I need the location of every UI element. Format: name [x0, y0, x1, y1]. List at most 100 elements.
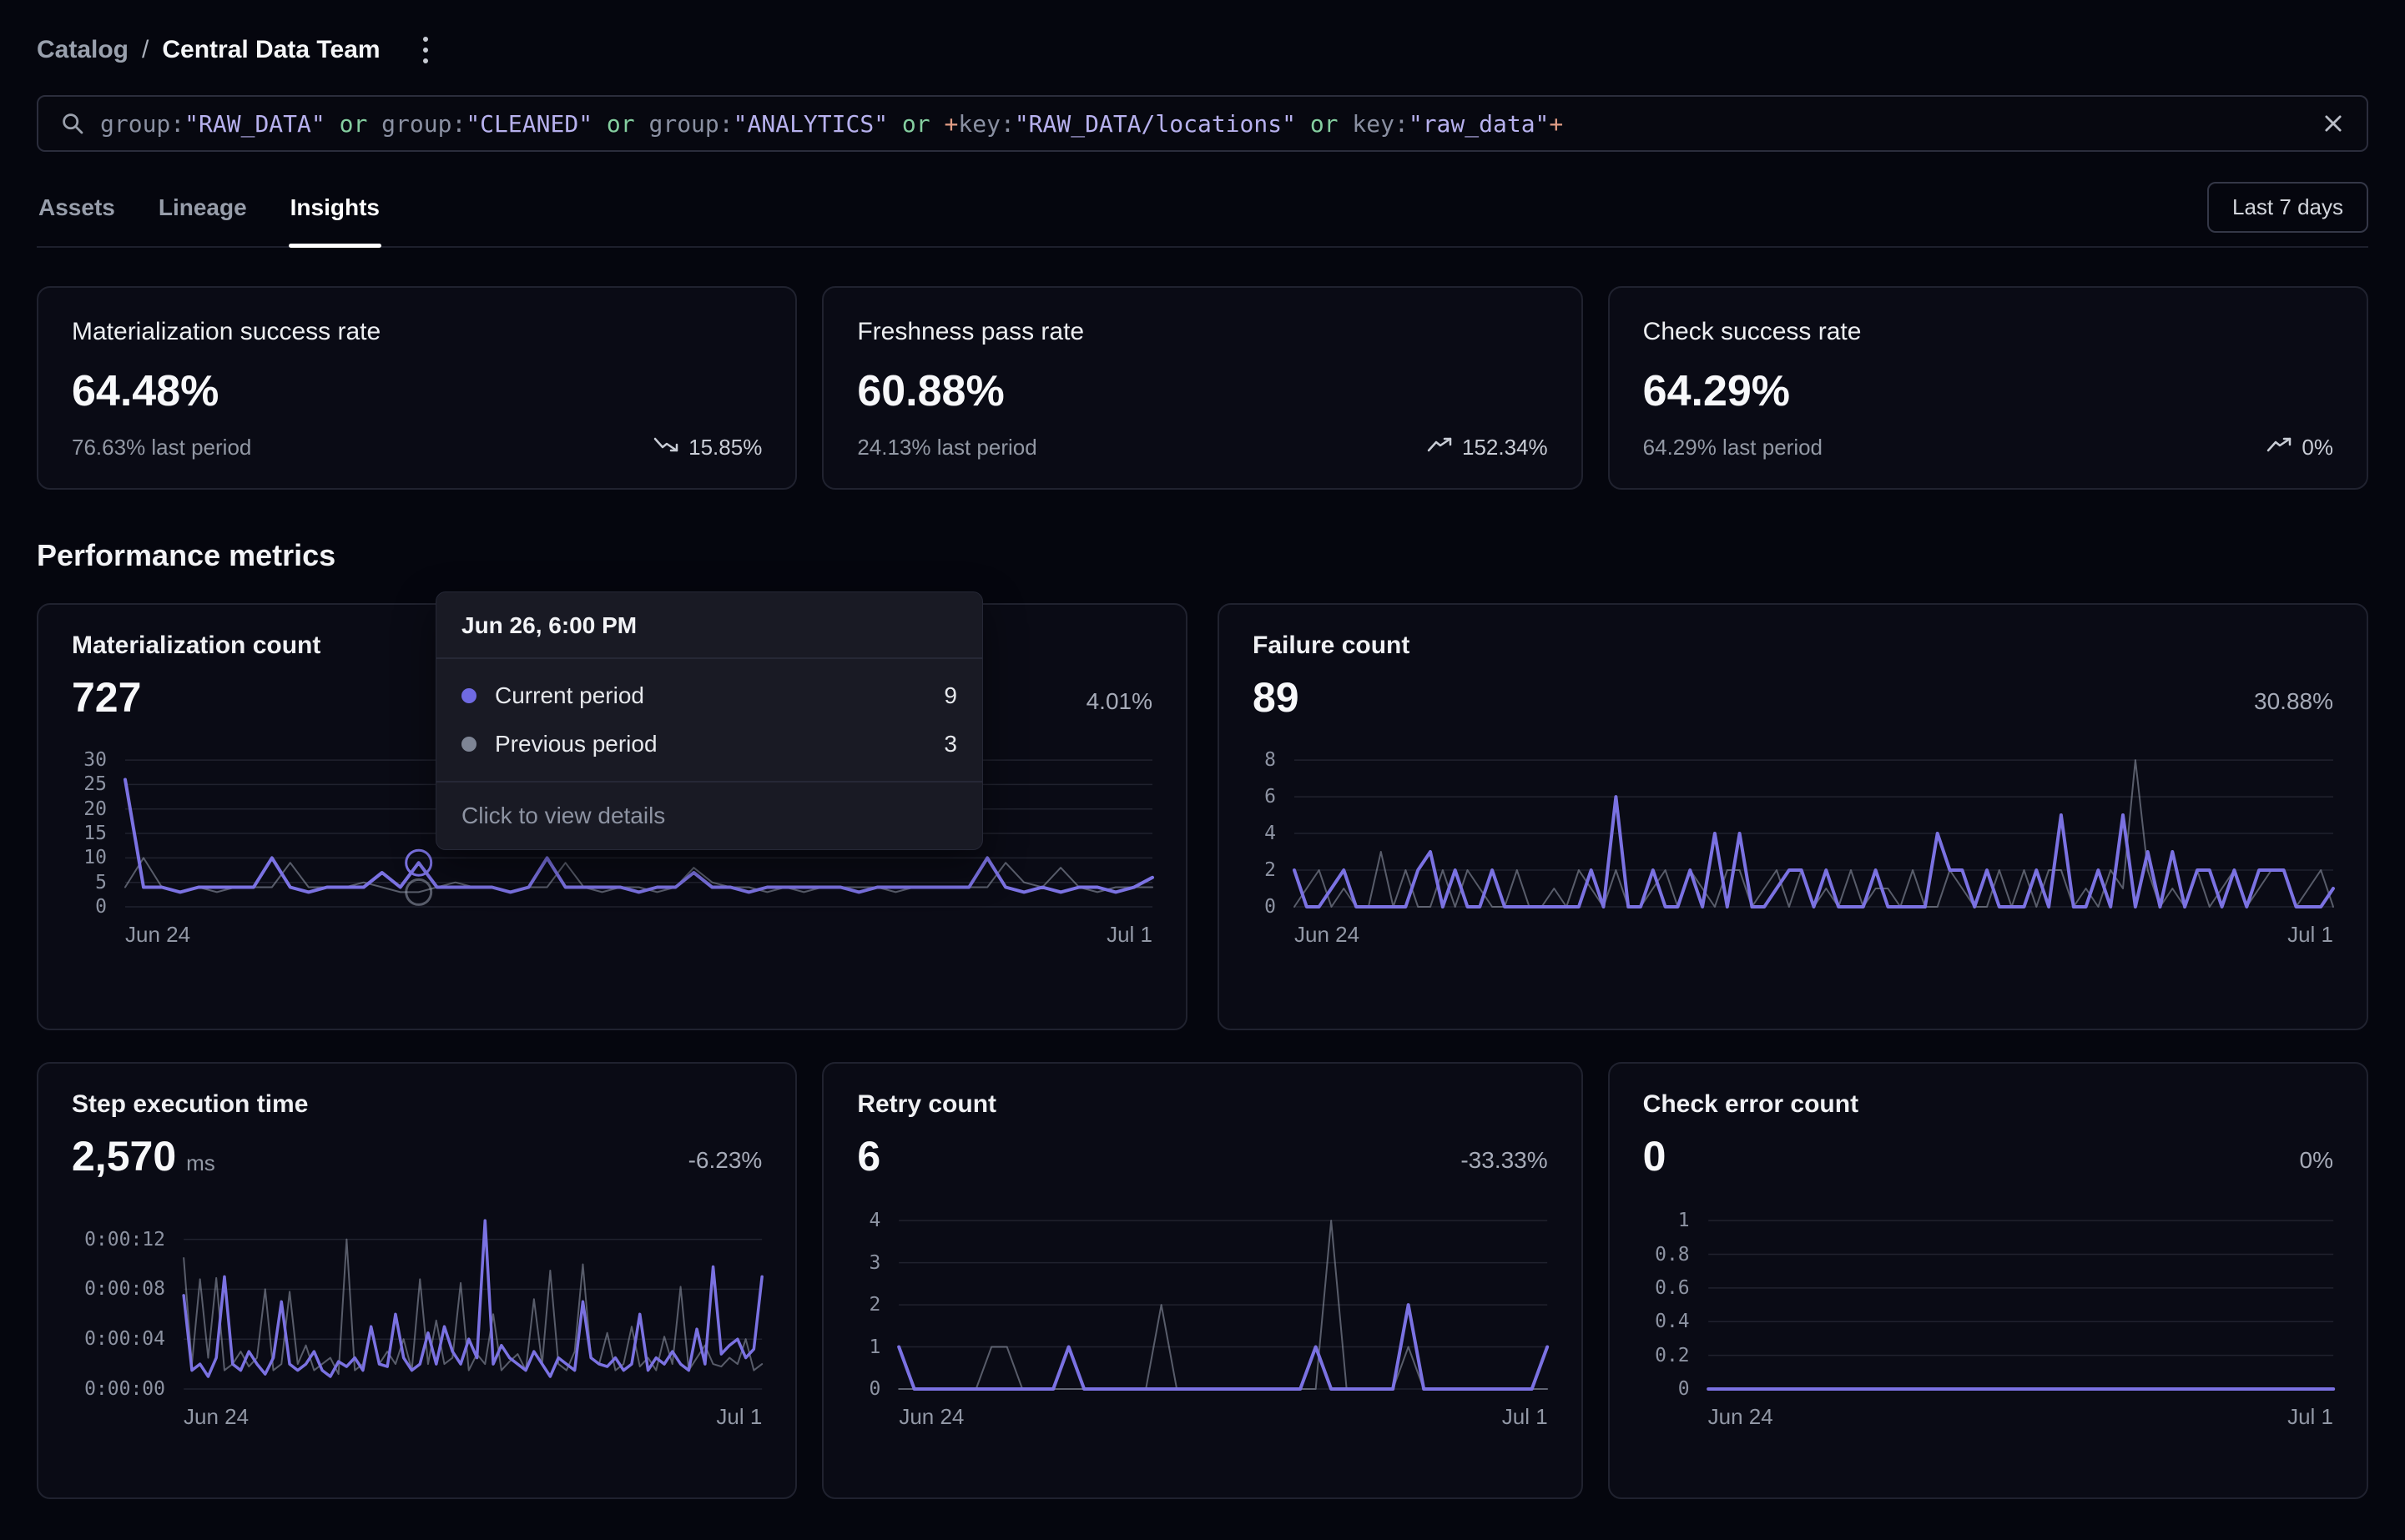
- insights-page: Catalog / Central Data Team group:"RAW_D…: [37, 32, 2368, 1499]
- chart-value: 6: [857, 1133, 881, 1180]
- y-tick-label: 15: [83, 823, 107, 845]
- step-execution-time-chart-card[interactable]: Step execution time 2,570 ms -6.23% 0:00…: [37, 1062, 798, 1499]
- chart-title: Materialization count: [72, 632, 321, 659]
- x-tick-label: Jul 1: [2287, 1404, 2333, 1429]
- change-value: 0%: [2302, 435, 2333, 460]
- chart-svg: [182, 1219, 764, 1390]
- hover-marker: [405, 878, 433, 906]
- tooltip-row-label: Previous period: [495, 731, 658, 757]
- x-tick-label: Jul 1: [2287, 922, 2333, 947]
- chart-title: Failure count: [1253, 632, 1410, 659]
- x-axis: Jun 24 Jul 1: [1294, 922, 2333, 948]
- chart-title: Check error count: [1642, 1090, 1859, 1118]
- change-value: 152.34%: [1462, 435, 1548, 460]
- tab-bar: Assets Lineage Insights Last 7 days: [37, 182, 2368, 248]
- y-tick-label: 30: [83, 749, 107, 772]
- search-bar[interactable]: group:"RAW_DATA" or group:"CLEANED" or g…: [37, 95, 2368, 152]
- y-tick-label: 0.2: [1655, 1344, 1690, 1366]
- search-token-key: group:: [100, 109, 185, 138]
- y-axis: 0:00:12 0:00:08 0:00:04 0:00:00: [72, 1207, 184, 1400]
- clear-search-icon[interactable]: [2322, 112, 2345, 135]
- y-axis: 4 3 2 1 0: [857, 1207, 899, 1400]
- card-value: 64.29%: [1642, 367, 1791, 415]
- plot-area: [182, 1207, 764, 1390]
- performance-charts-row-1: Materialization count 727 4.01% 30 25 20 15…: [37, 591, 2368, 1030]
- chart-value: 89: [1253, 674, 1299, 721]
- breadcrumb: Catalog / Central Data Team: [37, 32, 2368, 68]
- y-tick-label: 10: [83, 847, 107, 869]
- y-tick-label: 0:00:00: [84, 1378, 165, 1400]
- line-chart: 4 3 2 1 0: [857, 1207, 1550, 1400]
- y-tick-label: 0: [95, 896, 107, 918]
- y-tick-label: 0:00:08: [84, 1278, 165, 1301]
- retry-count-chart-card[interactable]: Retry count 6 -33.33% 4 3 2 1 0 Jun 24 Jul 1: [822, 1062, 1583, 1499]
- chart-svg: [1706, 1220, 2335, 1391]
- chart-change: 30.88%: [2254, 688, 2333, 714]
- y-tick-label: 4: [869, 1210, 881, 1232]
- card-title: Materialization success rate: [72, 318, 381, 345]
- y-tick-label: 0:00:04: [84, 1328, 165, 1351]
- y-tick-label: 5: [95, 871, 107, 893]
- search-token-plus: +: [944, 109, 959, 138]
- chart-change: 4.01%: [1086, 688, 1152, 714]
- y-tick-label: 2: [869, 1294, 881, 1316]
- y-tick-label: 1: [869, 1336, 881, 1358]
- materialization-success-rate-card: Materialization success rate 64.48% 76.6…: [37, 286, 798, 490]
- plot-area: [897, 1207, 1550, 1391]
- y-axis: 30 25 20 15 10 5 0: [72, 748, 125, 918]
- y-tick-label: 6: [1264, 786, 1276, 808]
- search-token-key: key:: [958, 109, 1015, 138]
- y-tick-label: 25: [83, 773, 107, 796]
- y-tick-label: 8: [1264, 749, 1276, 772]
- search-token-string: "RAW_DATA/locations": [1014, 109, 1296, 138]
- x-tick-label: Jul 1: [716, 1404, 763, 1429]
- plot-area: [1706, 1207, 2335, 1391]
- x-axis: Jun 24 Jul 1: [125, 922, 1152, 948]
- tab-lineage[interactable]: Lineage: [157, 189, 249, 246]
- chart-value: 727: [72, 674, 142, 721]
- card-title: Freshness pass rate: [857, 318, 1085, 345]
- x-axis: Jun 24 Jul 1: [899, 1404, 1547, 1430]
- y-tick-label: 0.8: [1655, 1243, 1690, 1266]
- plot-area: [1293, 748, 2335, 908]
- x-tick-label: Jun 24: [184, 1404, 250, 1429]
- card-value: 64.48%: [72, 367, 219, 415]
- card-value: 60.88%: [857, 367, 1005, 415]
- section-title: Performance metrics: [37, 538, 336, 572]
- y-tick-label: 1: [1677, 1210, 1690, 1232]
- search-token-operator: or: [888, 109, 945, 138]
- x-axis: Jun 24 Jul 1: [1708, 1404, 2333, 1430]
- search-token-plus: +: [1549, 109, 1564, 138]
- last-period-label: 64.29% last period: [1642, 435, 1823, 460]
- y-tick-label: 20: [83, 798, 107, 820]
- time-range-button[interactable]: Last 7 days: [2207, 182, 2368, 233]
- check-error-count-chart-card[interactable]: Check error count 0 0% 1 0.8 0.6 0.4 0.2 0 Ju…: [1607, 1062, 2368, 1499]
- search-token-key: key:: [1352, 109, 1409, 138]
- card-title: Check success rate: [1642, 318, 1862, 345]
- check-success-rate-card: Check success rate 64.29% 64.29% last pe…: [1607, 286, 2368, 490]
- tab-assets[interactable]: Assets: [37, 189, 117, 246]
- tab-insights[interactable]: Insights: [288, 189, 382, 248]
- line-chart: 1 0.8 0.6 0.4 0.2 0: [1643, 1207, 2335, 1400]
- x-tick-label: Jun 24: [899, 1404, 965, 1429]
- search-token-operator: or: [592, 109, 649, 138]
- search-input[interactable]: group:"RAW_DATA" or group:"CLEANED" or g…: [100, 110, 2307, 138]
- y-tick-label: 0: [869, 1378, 881, 1400]
- search-token-string: "RAW_DATA": [184, 109, 325, 138]
- y-tick-label: 0: [1264, 896, 1276, 918]
- change-badge: 0%: [2266, 434, 2333, 461]
- tooltip-current-period-row: Current period 9: [461, 682, 957, 709]
- kebab-menu-icon[interactable]: [407, 32, 444, 68]
- breadcrumb-catalog-link[interactable]: Catalog: [37, 36, 129, 63]
- y-tick-label: 3: [869, 1251, 881, 1274]
- tooltip-row-label: Current period: [495, 682, 644, 708]
- hover-marker: [405, 848, 433, 877]
- failure-count-chart-card[interactable]: Failure count 89 30.88% 8 6 4 2 0 Jun 24 Jul …: [1218, 603, 2368, 1030]
- last-period-label: 76.63% last period: [72, 435, 252, 460]
- previous-period-dot: [461, 737, 476, 752]
- search-token-string: "ANALYTICS": [733, 109, 889, 138]
- x-tick-label: Jul 1: [1501, 1404, 1548, 1429]
- search-token-key: group:: [381, 109, 466, 138]
- x-tick-label: Jun 24: [1294, 922, 1360, 947]
- y-tick-label: 0:00:12: [84, 1228, 165, 1251]
